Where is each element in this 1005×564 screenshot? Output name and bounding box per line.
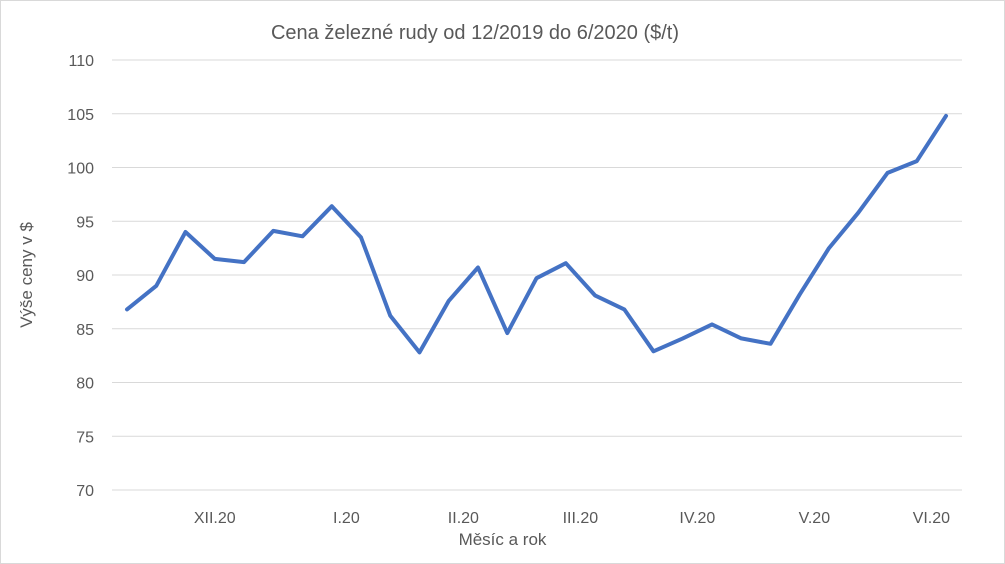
x-tick-label: VI.20 <box>913 510 950 527</box>
y-tick-label: 90 <box>76 268 94 285</box>
y-tick-label: 85 <box>76 322 94 339</box>
x-tick-label: III.20 <box>563 510 599 527</box>
y-tick-label: 75 <box>76 429 94 446</box>
x-tick-label: V.20 <box>799 510 831 527</box>
x-tick-label: I.20 <box>333 510 360 527</box>
chart-title: Cena železné rudy od 12/2019 do 6/2020 (… <box>270 22 680 44</box>
series-line <box>125 113 948 355</box>
y-tick-label: 105 <box>67 107 94 124</box>
y-tick-label: 110 <box>68 53 94 70</box>
x-axis-title: Měsíc a rok <box>458 530 547 549</box>
y-tick-label: 70 <box>76 483 94 500</box>
y-tick-label: 100 <box>67 161 94 178</box>
x-tick-label: II.20 <box>448 510 479 527</box>
x-tick-label: IV.20 <box>679 510 715 527</box>
y-tick-label: 95 <box>76 214 94 231</box>
gridlines <box>112 59 962 491</box>
series-lines <box>125 113 948 355</box>
y-tick-label: 80 <box>76 376 94 393</box>
y-tick-labels: 70 75 80 85 90 95 100 105 110 <box>67 53 94 500</box>
x-tick-label: XII.20 <box>194 510 236 527</box>
x-tick-labels: XII.20 I.20 II.20 III.20 IV.20 V.20 VI.20 <box>194 510 950 527</box>
